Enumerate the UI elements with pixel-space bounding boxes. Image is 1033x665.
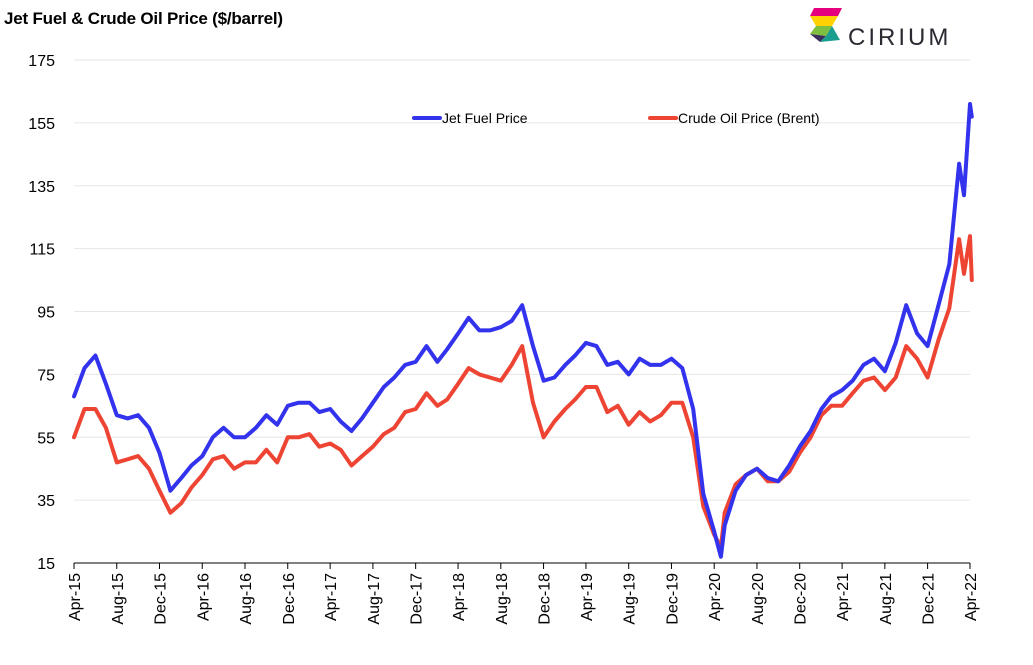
- x-tick-label: Apr-16: [195, 573, 212, 621]
- x-tick-label: Dec-15: [153, 573, 170, 625]
- legend: Jet Fuel Price Crude Oil Price (Brent): [412, 110, 820, 126]
- x-tick-label: Apr-17: [323, 573, 340, 621]
- y-tick-label: 15: [37, 556, 55, 573]
- x-tick-label: Apr-15: [67, 573, 84, 621]
- x-tick-label: Aug-15: [110, 573, 127, 625]
- x-tick-label: Aug-17: [366, 573, 383, 625]
- y-tick-label: 155: [28, 116, 55, 133]
- x-tick-label: Dec-21: [921, 573, 938, 625]
- y-tick-label: 115: [29, 242, 55, 259]
- grid-lines: [74, 59, 970, 501]
- logo-wordmark: CIRIUM: [848, 24, 952, 51]
- x-tick-label: Dec-19: [664, 573, 681, 625]
- x-tick-label: Dec-16: [281, 573, 298, 625]
- x-tick-label: Apr-18: [451, 573, 468, 621]
- y-axis: 15 35 55 75 95 115 135 155 175: [28, 53, 55, 573]
- x-tick-label: Aug-19: [622, 573, 639, 625]
- x-tick-label: Apr-21: [835, 573, 852, 621]
- x-tick-label: Dec-17: [409, 573, 426, 625]
- cirium-logo-icon: [810, 8, 842, 42]
- x-tick-label: Aug-16: [238, 573, 255, 625]
- y-tick-label: 55: [37, 430, 55, 447]
- cirium-logo: CIRIUM: [806, 4, 976, 54]
- x-tick-label: Apr-20: [707, 573, 724, 621]
- x-tick-label: Aug-21: [878, 573, 895, 625]
- x-tick-label: Apr-19: [579, 573, 596, 621]
- jet-fuel-price-line: [72, 102, 974, 559]
- x-tick-label: Dec-18: [537, 573, 554, 625]
- series-lines: [72, 102, 974, 559]
- y-tick-label: 175: [28, 53, 55, 70]
- crude-oil-price-brent-line: [72, 234, 974, 550]
- x-tick-label: Aug-20: [750, 573, 767, 625]
- legend-label: Crude Oil Price (Brent): [678, 110, 820, 126]
- y-tick-label: 35: [37, 493, 55, 510]
- x-axis: Apr-15 Aug-15 Dec-15 Apr-16 Aug-16 Dec-16 Apr-…: [67, 562, 980, 625]
- y-tick-label: 75: [37, 367, 55, 384]
- x-tick-label: Dec-20: [793, 573, 810, 625]
- x-tick-label: Apr-22: [963, 573, 980, 621]
- legend-label: Jet Fuel Price: [442, 110, 528, 126]
- y-tick-label: 135: [28, 179, 55, 196]
- x-tick-label: Aug-18: [494, 573, 511, 625]
- chart-title: Jet Fuel & Crude Oil Price ($/barrel): [4, 9, 283, 28]
- y-tick-label: 95: [37, 305, 55, 322]
